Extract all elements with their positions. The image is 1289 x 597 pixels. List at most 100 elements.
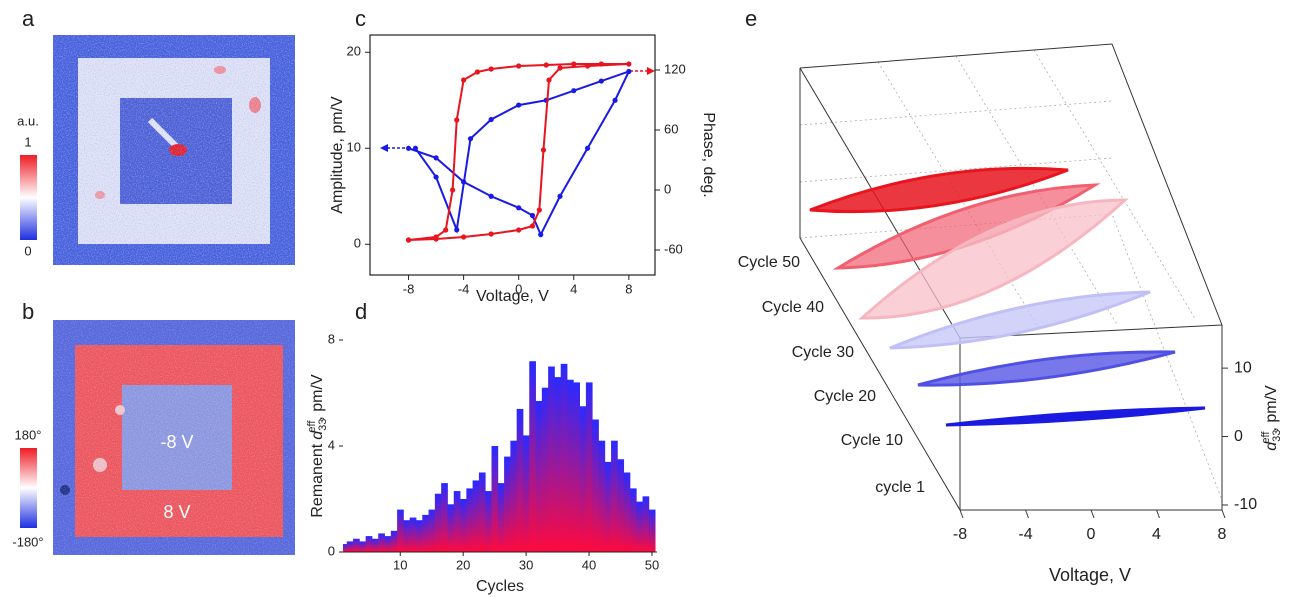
x-axis-label: Voltage, V bbox=[476, 288, 549, 305]
z-tick-label: 10 bbox=[1234, 359, 1252, 376]
axis-label-part: d bbox=[309, 430, 326, 440]
colorbar-title: a.u. bbox=[17, 113, 39, 128]
axis-label-part: Remanent bbox=[309, 443, 326, 517]
bar bbox=[485, 491, 492, 552]
data-point bbox=[598, 78, 604, 84]
data-point bbox=[557, 193, 563, 199]
x-tick-label: 4 bbox=[570, 281, 577, 296]
bar bbox=[371, 538, 379, 552]
bar bbox=[497, 483, 505, 552]
data-point bbox=[584, 145, 591, 151]
data-point bbox=[454, 227, 460, 233]
colorbar-a bbox=[20, 155, 37, 240]
y-tick-label: 0 bbox=[354, 236, 361, 251]
bar bbox=[585, 382, 593, 552]
data-point bbox=[467, 136, 474, 142]
image-annotation: 8 V bbox=[163, 502, 190, 522]
bar bbox=[460, 499, 467, 552]
bar bbox=[623, 472, 631, 552]
image-annotation: -8 V bbox=[160, 432, 193, 452]
bar bbox=[491, 446, 499, 552]
x-tick-label: 20 bbox=[456, 557, 470, 572]
bar bbox=[629, 488, 637, 552]
panel-label: d bbox=[355, 299, 367, 324]
data-point bbox=[529, 223, 536, 229]
image-b bbox=[53, 320, 295, 555]
bar bbox=[359, 541, 367, 552]
data-point bbox=[516, 102, 522, 108]
data-point bbox=[516, 227, 522, 233]
x-tick-label: 8 bbox=[625, 281, 632, 296]
bar bbox=[441, 483, 448, 552]
bar bbox=[592, 419, 599, 552]
bar bbox=[529, 361, 536, 552]
series-label: Cycle 50 bbox=[738, 254, 800, 271]
data-point bbox=[612, 97, 618, 103]
x-tick-label: 8 bbox=[1218, 526, 1227, 543]
x-tick-label: 40 bbox=[582, 557, 596, 572]
data-point bbox=[443, 227, 449, 233]
data-point bbox=[474, 69, 480, 75]
y2-tick-label: 0 bbox=[664, 181, 671, 196]
data-point bbox=[488, 66, 494, 72]
bar bbox=[346, 541, 354, 552]
data-point bbox=[571, 88, 577, 94]
series-line bbox=[408, 69, 631, 238]
bar bbox=[617, 459, 625, 552]
bar bbox=[560, 363, 568, 552]
data-point bbox=[529, 212, 536, 219]
bar bbox=[415, 520, 423, 552]
data-point bbox=[461, 234, 467, 240]
data-point bbox=[543, 62, 549, 68]
y2-axis-label: Phase, deg. bbox=[700, 112, 717, 197]
bar bbox=[573, 382, 581, 552]
bar bbox=[472, 480, 480, 552]
panel-label: a bbox=[22, 6, 35, 31]
colorbar-tick: 180° bbox=[15, 427, 42, 442]
bar bbox=[642, 496, 650, 552]
y-tick-label: 20 bbox=[347, 44, 361, 59]
x-tick-label: 0 bbox=[1087, 526, 1096, 543]
panel-label: e bbox=[745, 6, 757, 31]
data-point bbox=[412, 145, 419, 151]
x-tick-label: 4 bbox=[1152, 526, 1161, 543]
x-tick-label: 50 bbox=[645, 557, 659, 572]
arrow-head bbox=[647, 67, 655, 75]
bar bbox=[390, 530, 398, 552]
data-point bbox=[454, 117, 460, 123]
bar bbox=[598, 440, 606, 552]
z-tick-label: -10 bbox=[1234, 496, 1257, 513]
plot-frame bbox=[369, 34, 656, 276]
bar bbox=[611, 440, 618, 552]
data-point bbox=[450, 187, 456, 193]
axis-label-part: , pm/V bbox=[1263, 385, 1280, 432]
series-label: Cycle 40 bbox=[762, 299, 824, 316]
data-point bbox=[488, 231, 494, 237]
bar bbox=[447, 504, 455, 552]
x-tick-label: 10 bbox=[393, 557, 407, 572]
axis-label-part: eff bbox=[306, 420, 318, 433]
colorbar-tick: 0 bbox=[24, 243, 31, 258]
data-point bbox=[405, 145, 412, 151]
bar bbox=[648, 509, 656, 552]
z-tick-label: 0 bbox=[1234, 428, 1243, 445]
colorbar-tick: -180° bbox=[12, 534, 43, 549]
x-tick-label: 0 bbox=[515, 281, 522, 296]
bar bbox=[504, 456, 511, 552]
bar bbox=[353, 538, 360, 552]
axis-label: Remanent d33eff, pm/V bbox=[306, 374, 329, 518]
data-point bbox=[433, 174, 439, 180]
series-label: Cycle 20 bbox=[814, 388, 876, 405]
data-point bbox=[546, 77, 552, 83]
y2-tick-label: 120 bbox=[664, 61, 686, 76]
data-point bbox=[626, 68, 632, 75]
y-tick-label: 10 bbox=[347, 140, 361, 155]
data-point bbox=[461, 77, 467, 83]
bar bbox=[466, 488, 474, 552]
x-tick-label: -4 bbox=[1018, 526, 1032, 543]
series-label: Cycle 30 bbox=[792, 344, 854, 361]
bar bbox=[516, 408, 524, 552]
plot-box-3d bbox=[799, 43, 1223, 511]
bar bbox=[422, 514, 429, 552]
